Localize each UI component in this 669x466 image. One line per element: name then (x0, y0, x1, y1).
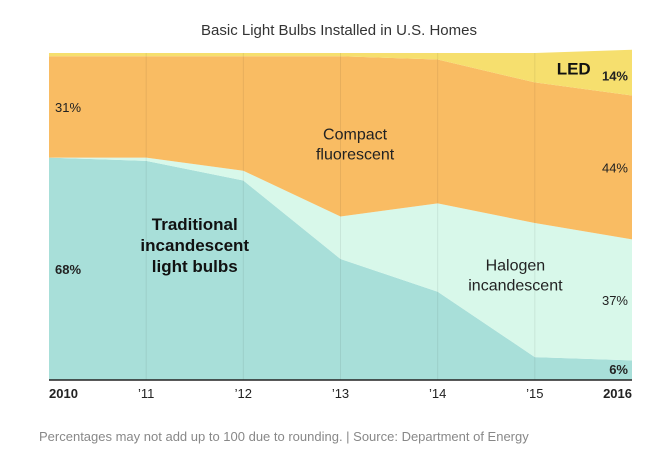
grid-lines (145, 53, 536, 380)
series-label-halogen: incandescent (468, 277, 563, 294)
area-halogen (49, 157, 632, 361)
area-layers (49, 49, 632, 380)
value-label-halogen: 37% (602, 293, 628, 308)
series-label-cfl: fluorescent (316, 147, 395, 164)
series-label-traditional: Traditional (152, 215, 238, 234)
series-label-halogen: Halogen (486, 257, 546, 274)
x-tick-label: ’12 (235, 386, 252, 401)
value-label-cfl: 44% (602, 160, 628, 175)
value-label-led: 14% (602, 68, 628, 83)
x-tick-label: ’14 (429, 386, 446, 401)
x-tick-label: ’13 (332, 386, 349, 401)
area-traditional (49, 157, 632, 380)
value-label-traditional: 68% (55, 262, 81, 277)
x-tick-label: 2016 (603, 386, 632, 401)
value-labels: 31% 68% 14% 44% 37% 6% (55, 68, 628, 377)
series-label-cfl: Compact (323, 127, 388, 144)
area-led (49, 49, 632, 96)
series-label-led: LED (557, 59, 591, 78)
series-label-traditional: incandescent (140, 236, 249, 255)
x-tick-label: ’15 (526, 386, 543, 401)
x-tick-label: 2010 (49, 386, 78, 401)
x-tick-label: ’11 (138, 386, 154, 401)
source-note: Percentages may not add up to 100 due to… (39, 429, 529, 444)
x-axis-ticks: 2010 ’11 ’12 ’13 ’14 ’15 2016 (49, 386, 632, 401)
chart-title: Basic Light Bulbs Installed in U.S. Home… (201, 22, 477, 39)
value-label-traditional: 6% (609, 362, 628, 377)
series-label-traditional: light bulbs (152, 257, 238, 276)
area-labels: Traditional incandescent light bulbs Haloge… (140, 59, 590, 294)
value-label-cfl: 31% (55, 100, 81, 115)
area-cfl (49, 56, 632, 240)
